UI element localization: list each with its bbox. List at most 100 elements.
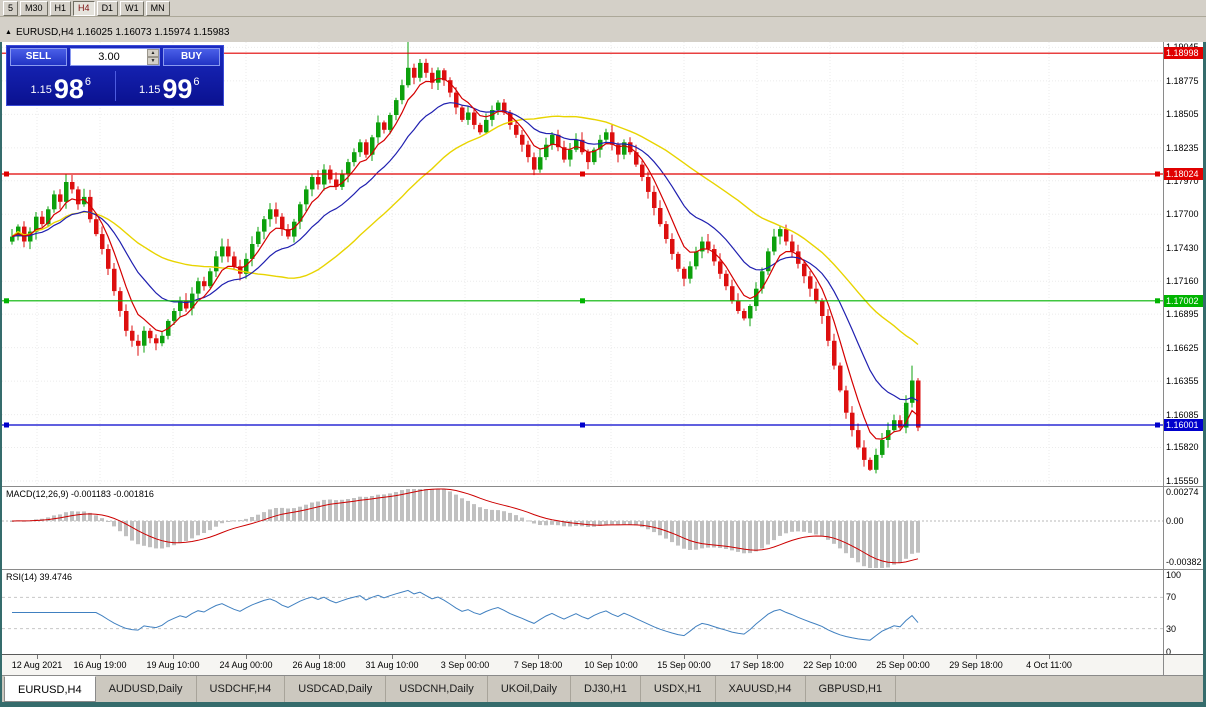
macd-hist-bar: [622, 521, 626, 525]
macd-hist-bar: [226, 521, 230, 522]
macd-hist-bar: [76, 511, 80, 521]
macd-hist-bar: [712, 521, 716, 548]
hline-handle[interactable]: [1155, 171, 1160, 177]
sell-button[interactable]: SELL: [10, 48, 67, 66]
bull-candle: [256, 231, 261, 244]
sell-price-sup: 6: [84, 76, 92, 88]
volume-value[interactable]: 3.00: [98, 51, 120, 63]
macd-hist-bar: [268, 509, 272, 521]
bear-candle: [106, 249, 111, 269]
tab-ukoil-daily[interactable]: UKOil,Daily: [488, 676, 572, 702]
timeframe-button-m30[interactable]: M30: [20, 0, 48, 16]
hline-handle[interactable]: [1155, 422, 1160, 428]
volume-field[interactable]: 3.00 ▲ ▼: [70, 48, 160, 66]
macd-hist-bar: [376, 494, 380, 521]
price-axis-label: 1.18505: [1166, 109, 1199, 120]
price-chart-plot[interactable]: SELL 3.00 ▲ ▼ BUY 1.15 98 6: [2, 42, 1163, 486]
price-chart-svg[interactable]: [2, 42, 1163, 486]
bear-candle: [448, 80, 453, 93]
bear-candle: [454, 92, 459, 108]
rsi-axis[interactable]: 100 70 30 0: [1163, 570, 1203, 654]
sell-price[interactable]: 1.15 98 6: [7, 67, 115, 105]
hline-handle[interactable]: [4, 298, 9, 304]
bear-candle: [424, 62, 429, 73]
macd-hist-bar: [490, 509, 494, 521]
timeframe-button-5[interactable]: 5: [3, 0, 19, 16]
bull-candle: [400, 85, 405, 101]
bear-candle: [640, 164, 645, 177]
tab-usdchf-h4[interactable]: USDCHF,H4: [197, 676, 286, 702]
timeframe-button-h1[interactable]: H1: [49, 0, 72, 16]
rsi-svg[interactable]: [2, 570, 1163, 654]
tab-usdcad-daily[interactable]: USDCAD,Daily: [285, 676, 387, 702]
macd-hist-bar: [310, 502, 314, 521]
macd-hist-bar: [130, 521, 134, 541]
time-tick: [1049, 655, 1050, 659]
rsi-label: RSI(14) 39.4746: [6, 572, 73, 582]
hline-handle[interactable]: [580, 422, 585, 428]
hline-handle[interactable]: [1155, 298, 1160, 304]
macd-hist-bar: [856, 521, 860, 563]
time-axis-label: 15 Sep 00:00: [657, 660, 711, 670]
timeframe-button-d1[interactable]: D1: [96, 0, 119, 16]
hline-price-label: 1.17002: [1164, 294, 1203, 307]
bear-candle: [88, 196, 93, 220]
macd-hist-bar: [628, 521, 632, 525]
time-tick: [903, 655, 904, 659]
macd-hist-bar: [244, 518, 248, 521]
top-chrome: 5 M30 H1 H4 D1 W1 MN ▲ EURUSD,H4 1.16025…: [0, 0, 1206, 42]
bear-candle: [634, 152, 639, 165]
bull-candle: [904, 402, 909, 428]
timeframe-button-mn[interactable]: MN: [145, 0, 170, 16]
macd-hist-bar: [640, 521, 644, 528]
price-axis[interactable]: 1.190451.187751.185051.182351.179701.177…: [1163, 42, 1203, 486]
bear-candle: [652, 191, 657, 208]
bull-candle: [178, 301, 183, 311]
tab-eurusd-h4[interactable]: EURUSD,H4: [4, 676, 96, 702]
tab-dj30-h1[interactable]: DJ30,H1: [571, 676, 641, 702]
macd-hist-bar: [646, 521, 650, 530]
macd-hist-bar: [868, 521, 872, 568]
macd-hist-bar: [388, 493, 392, 521]
macd-hist-bar: [466, 500, 470, 521]
macd-hist-bar: [682, 521, 686, 549]
tab-xauusd-h4[interactable]: XAUUSD,H4: [716, 676, 806, 702]
bear-candle: [442, 70, 447, 81]
macd-hist-bar: [346, 499, 350, 521]
buy-button[interactable]: BUY: [163, 48, 220, 66]
macd-hist-bar: [250, 517, 254, 521]
hline-handle[interactable]: [580, 171, 585, 177]
hline-price-label: 1.16001: [1164, 419, 1203, 431]
volume-up-icon[interactable]: ▲: [147, 49, 159, 57]
macd-svg[interactable]: [2, 487, 1163, 569]
macd-hist-bar: [364, 496, 368, 521]
hline-handle[interactable]: [580, 298, 585, 304]
tab-usdx-h1[interactable]: USDX,H1: [641, 676, 716, 702]
time-axis[interactable]: 12 Aug 2021 16 Aug 19:00 19 Aug 10:00 24 Au…: [2, 655, 1163, 675]
bear-candle: [826, 316, 831, 341]
bear-candle: [364, 142, 369, 155]
rsi-plot[interactable]: RSI(14) 39.4746: [2, 570, 1163, 654]
time-axis-label: 24 Aug 00:00: [219, 660, 273, 670]
tab-audusd-daily[interactable]: AUDUSD,Daily: [96, 676, 197, 702]
macd-hist-bar: [208, 521, 212, 531]
price-axis-label: 1.16895: [1166, 309, 1199, 320]
tab-gbpusd-h1[interactable]: GBPUSD,H1: [806, 676, 897, 702]
hline-handle[interactable]: [4, 422, 9, 428]
hline-handle[interactable]: [4, 171, 9, 177]
macd-hist-bar: [814, 521, 818, 535]
bull-candle: [370, 137, 375, 155]
volume-down-icon[interactable]: ▼: [147, 57, 159, 65]
timeframe-button-w1[interactable]: W1: [120, 0, 144, 16]
macd-axis[interactable]: 0.00274 0.00 -0.00382: [1163, 487, 1203, 569]
macd-hist-bar: [538, 521, 542, 525]
macd-plot[interactable]: MACD(12,26,9) -0.001183 -0.001816: [2, 487, 1163, 569]
bull-candle: [538, 157, 543, 170]
macd-hist-bar: [544, 521, 548, 526]
bear-candle: [100, 234, 105, 249]
macd-hist-bar: [760, 521, 764, 549]
buy-price[interactable]: 1.15 99 6: [116, 67, 224, 105]
bull-candle: [394, 100, 399, 115]
tab-usdcnh-daily[interactable]: USDCNH,Daily: [386, 676, 488, 702]
timeframe-button-h4[interactable]: H4: [73, 0, 95, 16]
